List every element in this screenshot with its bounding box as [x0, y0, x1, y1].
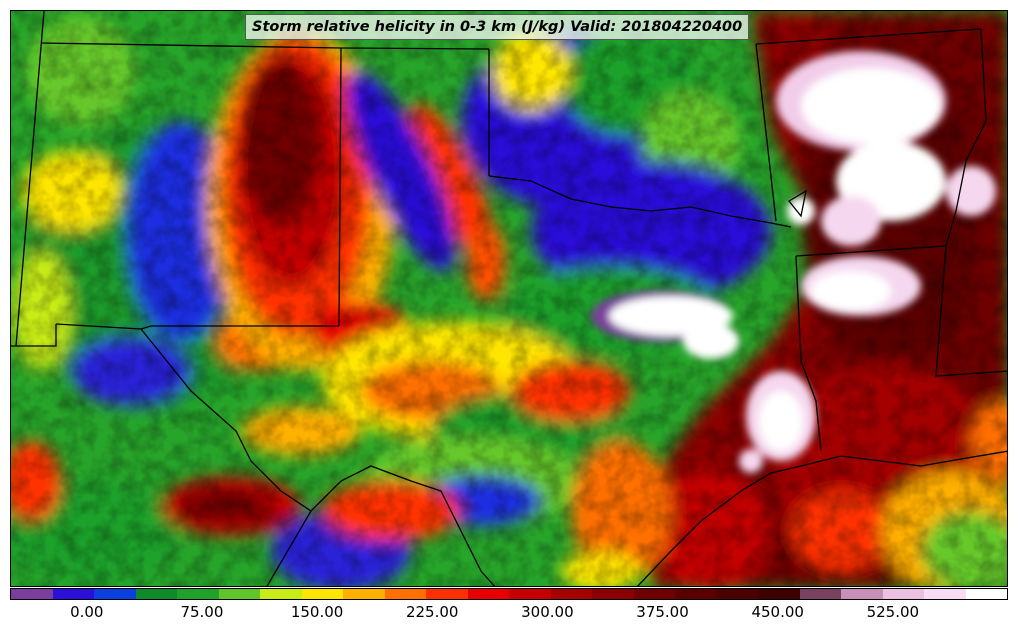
tx-west-border [55, 323, 339, 330]
colorbar-segment [11, 589, 53, 599]
colorbar-segment [841, 589, 883, 599]
la-ms-border [935, 245, 1007, 377]
colorbar-tick-label: 0.00 [70, 603, 104, 621]
colorbar-segment [758, 589, 800, 599]
high-helicity-cores [591, 51, 996, 473]
colorbar-segment [260, 589, 302, 599]
colorbar-segment [301, 589, 343, 599]
colorbar-segment [509, 589, 551, 599]
colorbar-segment [965, 589, 1007, 599]
colorbar-ticks: 0.00 75.00 150.00 225.00 300.00 375.00 450.00 5… [10, 603, 1008, 625]
colorbar-segment [882, 589, 924, 599]
map-title: Storm relative helicity in 0-3 km (J/kg)… [245, 14, 750, 40]
colorbar-segment [94, 589, 136, 599]
colorbar-segment [924, 589, 966, 599]
red-river [488, 175, 792, 228]
colorbar-segment [675, 589, 717, 599]
state-borders [11, 11, 1007, 586]
ok-ar-border [755, 43, 777, 222]
map-canvas [11, 11, 1007, 586]
colorbar-segment [633, 589, 675, 599]
gulf-coast [636, 450, 1007, 586]
colorbar-tick-label: 75.00 [180, 603, 224, 621]
helicity-map [10, 10, 1008, 587]
colorbar-segment [426, 589, 468, 599]
colorbar-tick-label: 525.00 [866, 603, 920, 621]
co-nm-border [40, 42, 342, 49]
colorbar-segment [467, 589, 509, 599]
colorbar-segment [177, 589, 219, 599]
colorbar-segment [135, 589, 177, 599]
colorbar-segment [343, 589, 385, 599]
mx-state-line [266, 510, 312, 586]
nm-east-border [338, 47, 342, 327]
colorbar [10, 588, 1008, 600]
colorbar-segment [52, 589, 94, 599]
colorbar-tick-label: 150.00 [290, 603, 344, 621]
rio-grande [140, 328, 496, 586]
ks-mo-line [755, 28, 987, 122]
colorbar-segment [592, 589, 634, 599]
colorbar-tick-label: 450.00 [751, 603, 804, 621]
colorbar-segment [716, 589, 758, 599]
colorbar-segment [218, 589, 260, 599]
colorbar-tick-label: 225.00 [405, 603, 459, 621]
colorbar-segment [799, 589, 841, 599]
ok-panhandle-north [340, 47, 490, 50]
ms-river [945, 120, 987, 247]
colorbar-tick-label: 300.00 [521, 603, 574, 621]
ar-la-border [795, 245, 947, 257]
colorbar-segment [384, 589, 426, 599]
colorbar-tick-label: 375.00 [636, 603, 689, 621]
lake-outline [788, 189, 807, 218]
tx-la-border [795, 255, 822, 452]
colorbar-segment [550, 589, 592, 599]
az-nm-border [15, 11, 45, 347]
mexico-border [11, 324, 57, 347]
